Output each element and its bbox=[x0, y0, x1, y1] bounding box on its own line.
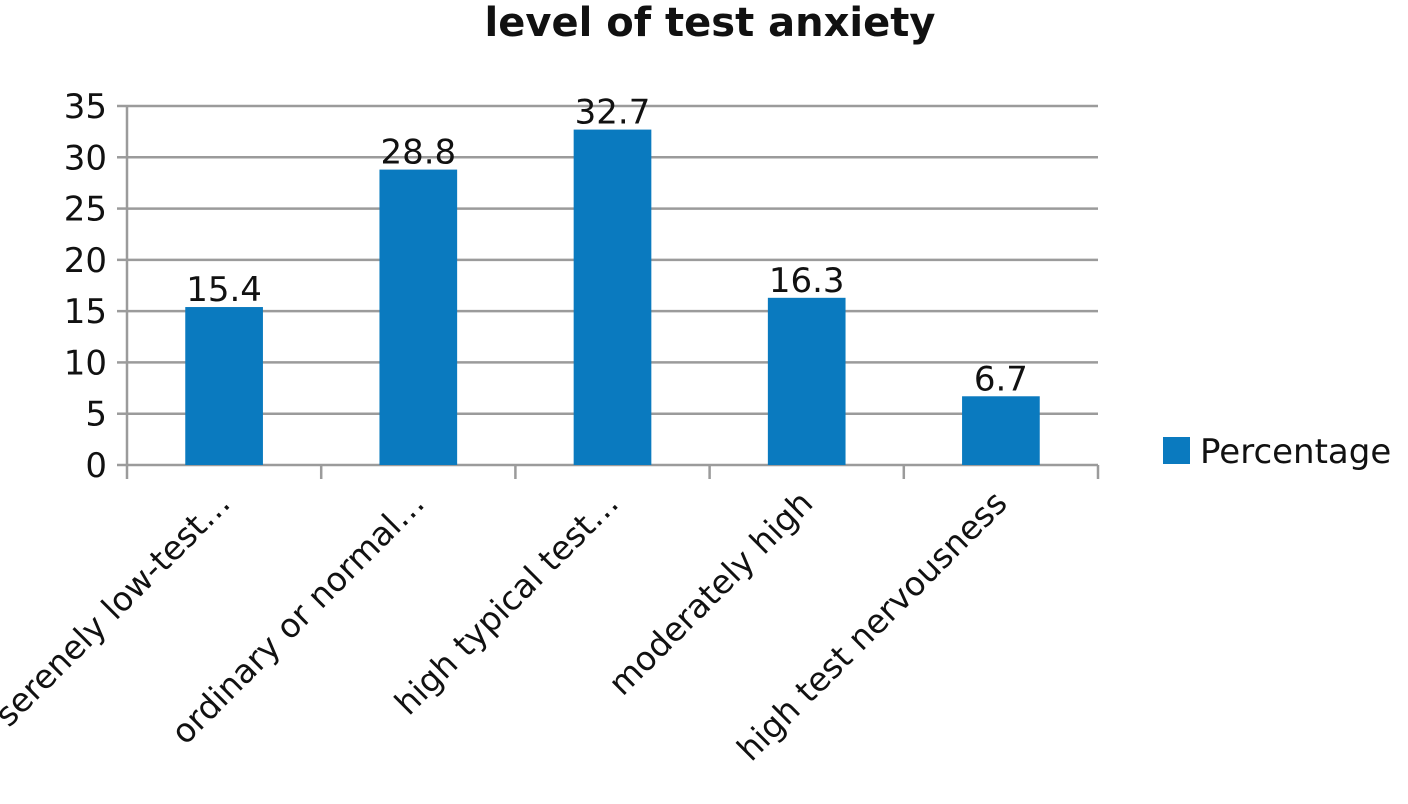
data-label-2: 28.8 bbox=[380, 133, 456, 173]
category-label-4: moderately high bbox=[601, 483, 821, 703]
chart-title: level of test anxiety bbox=[485, 0, 936, 46]
bar-4 bbox=[767, 297, 846, 465]
y-tick-label: 0 bbox=[85, 446, 107, 486]
legend: Percentage bbox=[1163, 432, 1391, 472]
y-tick-label: 5 bbox=[85, 395, 107, 435]
legend-swatch-percentage bbox=[1163, 437, 1190, 464]
legend-label-percentage: Percentage bbox=[1200, 432, 1391, 472]
data-label-4: 16.3 bbox=[769, 261, 845, 301]
bar-1 bbox=[185, 307, 263, 465]
bars bbox=[185, 129, 1040, 465]
data-label-5: 6.7 bbox=[974, 359, 1028, 399]
y-tick-label: 15 bbox=[64, 292, 107, 332]
y-tick-label: 25 bbox=[64, 190, 107, 230]
y-tick-label: 35 bbox=[64, 87, 107, 127]
data-label-3: 32.7 bbox=[575, 93, 651, 133]
y-tick-label: 30 bbox=[64, 138, 107, 178]
data-label-1: 15.4 bbox=[186, 270, 262, 310]
bar-3 bbox=[573, 129, 652, 465]
bar-2 bbox=[379, 169, 458, 465]
y-tick-label: 20 bbox=[64, 241, 107, 281]
bar-5 bbox=[962, 396, 1040, 465]
y-tick-label: 10 bbox=[64, 343, 107, 383]
